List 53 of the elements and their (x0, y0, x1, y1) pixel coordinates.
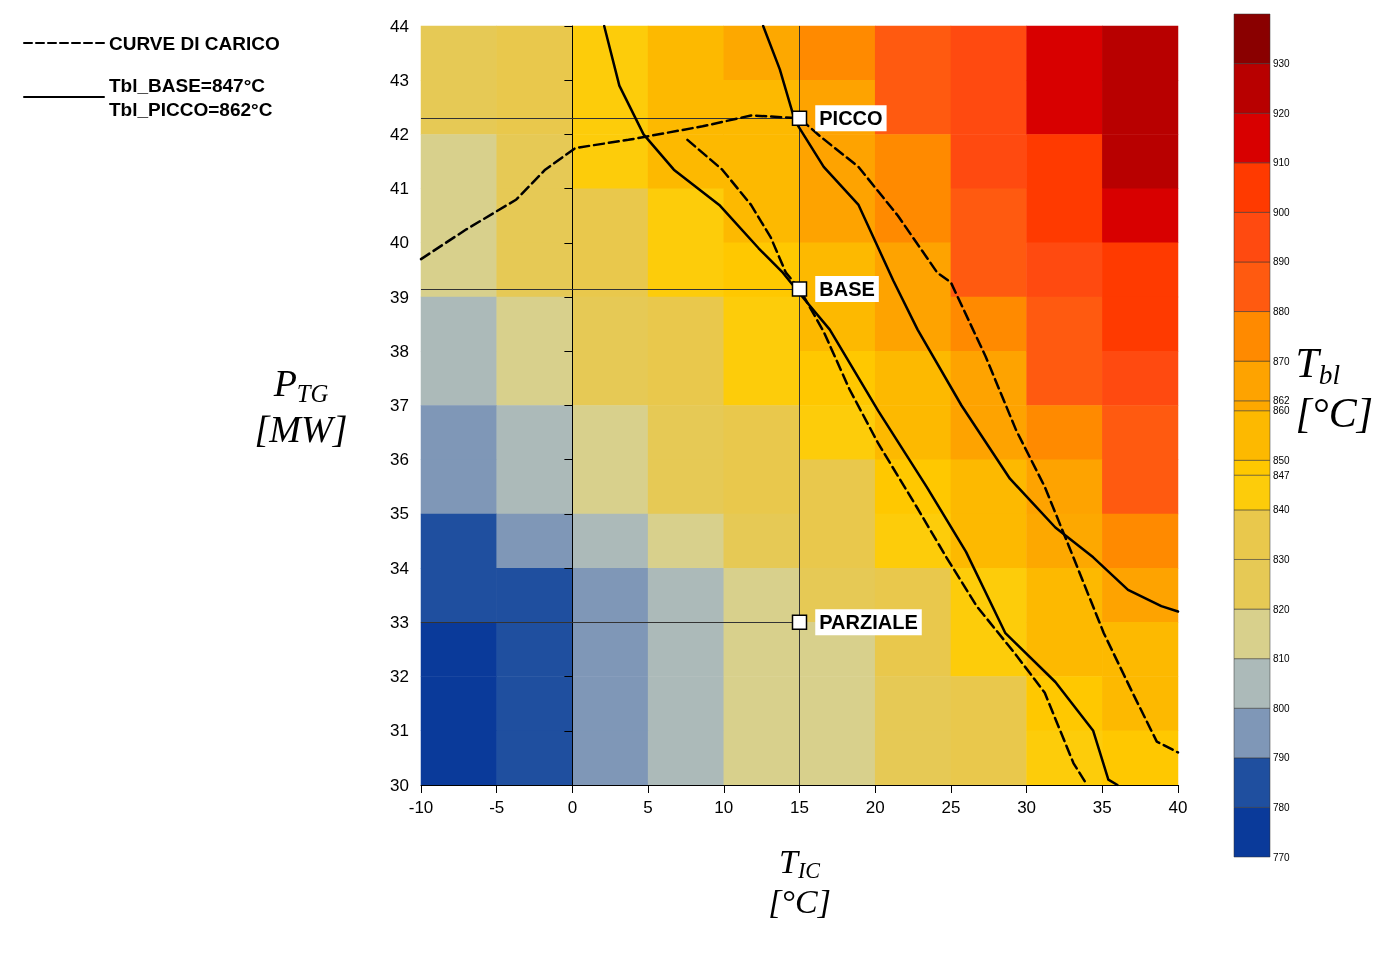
color-bar-label: 800 (1273, 702, 1291, 714)
x-tick-label: 0 (567, 798, 578, 817)
x-tick-label: 25 (941, 798, 961, 817)
y-tick-label: 40 (390, 233, 409, 253)
y-tick-label: 32 (390, 667, 409, 687)
y-tick-label: 42 (390, 124, 409, 144)
legend-label: CURVE DI CARICO (109, 32, 280, 54)
color-bar-label: 840 (1273, 504, 1291, 516)
x-tick-label: 10 (714, 798, 734, 817)
point (791, 614, 808, 631)
y-tick-label: 31 (390, 721, 409, 741)
y-tick-label: 36 (390, 450, 409, 470)
x-tick-label: 35 (1092, 798, 1112, 817)
y-tick-label: 33 (390, 612, 409, 632)
color-bar-label: 870 (1273, 355, 1291, 367)
y-tick-label: 43 (390, 70, 409, 90)
color-bar-label: 790 (1273, 752, 1291, 764)
y-tick-label: 38 (390, 341, 409, 361)
color-bar-label: 920 (1273, 107, 1291, 119)
color-bar-label: 900 (1273, 206, 1291, 218)
legend-label: Tbl_BASE=847°C Tbl_PICCO=862°C (109, 74, 273, 120)
x-tick-label: 30 (1017, 798, 1037, 817)
color-bar-label: 850 (1273, 454, 1291, 466)
color-bar-label: 930 (1273, 58, 1291, 70)
point (791, 110, 808, 126)
point (791, 281, 808, 297)
color-bar-label: 862 (1273, 395, 1291, 407)
y-tick-label: 44 (390, 16, 409, 36)
color-bar-label: 847 (1273, 469, 1291, 481)
color-bar-label: 810 (1273, 653, 1291, 665)
x-tick-label: 20 (865, 798, 885, 817)
color-bar-label: 860 (1273, 405, 1291, 417)
color-bar-label: 910 (1273, 157, 1291, 169)
color-bar-label: 820 (1273, 603, 1291, 615)
color-bar-label: 770 (1273, 851, 1291, 863)
x-tick-label: -10 (408, 798, 434, 817)
color-bar-label: 890 (1273, 256, 1291, 268)
y-tick-label: 35 (390, 504, 409, 524)
y-tick-label: 39 (390, 287, 409, 307)
color-bar-label: 880 (1273, 306, 1291, 318)
y-tick-label: 41 (390, 179, 409, 199)
y-tick-label: 34 (390, 558, 409, 578)
x-tick-label: 40 (1168, 798, 1188, 817)
y-tick-label: 37 (390, 396, 409, 415)
x-tick-label: -5 (489, 798, 505, 817)
x-tick-label: 15 (790, 798, 809, 817)
x-tick-label: 5 (643, 798, 653, 817)
data-label: BASE (819, 277, 875, 300)
y-tick-label: 30 (390, 775, 409, 795)
color-bar-label: 830 (1273, 553, 1291, 565)
data-label: PICCO (819, 107, 883, 130)
data-label: PARZIALE (819, 611, 918, 634)
color-bar-label: 780 (1273, 801, 1291, 813)
